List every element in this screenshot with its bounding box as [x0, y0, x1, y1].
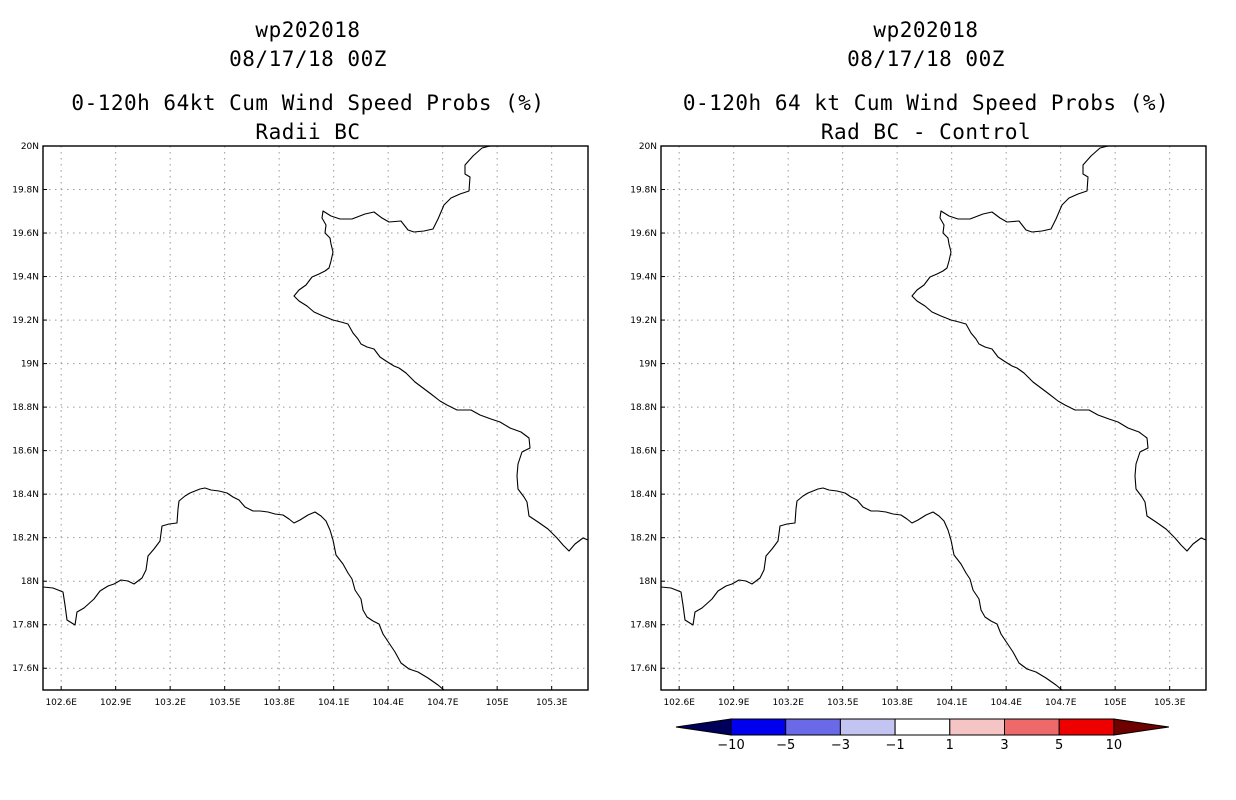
lat-tick-label: 19.8N [12, 186, 39, 196]
lon-tick-label: 102.6E [45, 698, 77, 708]
lat-tick-label: 18.6N [12, 447, 39, 457]
left-title: 0-120h 64kt Cum Wind Speed Probs (%) [71, 91, 545, 115]
lat-tick-label: 20N [639, 142, 657, 152]
lon-tick-label: 103.2E [772, 698, 804, 708]
colorbar-label: 5 [1055, 738, 1063, 753]
lat-tick-label: 19N [639, 360, 657, 370]
lat-tick-label: 18.6N [630, 447, 657, 457]
colorbar-label: −3 [831, 738, 850, 753]
coastline-south [43, 487, 445, 690]
lat-tick-label: 17.6N [12, 664, 39, 674]
lat-tick-label: 19.6N [12, 229, 39, 239]
lon-tick-label: 105.3E [1154, 698, 1186, 708]
colorbar-label: 3 [1000, 738, 1008, 753]
colorbar-segment [785, 718, 841, 736]
lon-tick-label: 105E [486, 698, 509, 708]
lat-tick-label: 19.8N [630, 186, 657, 196]
plot-frame [660, 145, 1207, 691]
coastline-north [293, 146, 588, 552]
lat-tick-label: 18.8N [630, 403, 657, 413]
lat-tick-label: 19.2N [12, 316, 39, 326]
left-storm-id: wp202018 [255, 18, 361, 42]
lon-tick-label: 103.5E [827, 698, 859, 708]
right-storm-id: wp202018 [873, 18, 979, 42]
lat-tick-label: 18.2N [12, 534, 39, 544]
colorbar-segment [949, 718, 1005, 736]
right-map-panel: 102.6E 102.9E 103.2E 103.5E 103.8E 104.1E 104.… [630, 142, 1207, 708]
colorbar-segment [730, 718, 787, 736]
lon-tick-label: 102.9E [100, 698, 132, 708]
right-subtitle: Rad BC - Control [820, 120, 1032, 144]
lon-tick-label: 103.5E [209, 698, 241, 708]
lon-tick-label: 104.1E [318, 698, 350, 708]
lat-tick-label: 19.2N [630, 316, 657, 326]
lon-tick-label: 102.9E [718, 698, 750, 708]
lon-tick-label: 104.7E [427, 698, 459, 708]
lon-tick-label: 104.4E [990, 698, 1022, 708]
lat-tick-label: 18.4N [12, 490, 39, 500]
lon-tick-label: 105E [1104, 698, 1127, 708]
colorbar: −10 −5 −3 −1 1 3 5 10 [675, 718, 1169, 753]
coastline-north [911, 146, 1206, 552]
lon-tick-label: 104.7E [1045, 698, 1077, 708]
right-datetime: 08/17/18 00Z [847, 47, 1005, 71]
lat-tick-label: 20N [21, 142, 39, 152]
lat-tick-label: 19.4N [12, 273, 39, 283]
right-title: 0-120h 64 kt Cum Wind Speed Probs (%) [682, 91, 1170, 115]
lat-tick-label: 18.4N [630, 490, 657, 500]
lon-tick-label: 105.3E [536, 698, 568, 708]
colorbar-segment [1058, 718, 1115, 736]
left-datetime: 08/17/18 00Z [229, 47, 387, 71]
lat-tick-label: 17.8N [12, 621, 39, 631]
lon-tick-label: 103.2E [154, 698, 186, 708]
colorbar-segment [894, 718, 951, 736]
colorbar-label: −1 [886, 738, 905, 753]
lat-tick-label: 18N [21, 577, 39, 587]
plot-frame [42, 145, 589, 691]
lon-tick-label: 104.1E [936, 698, 968, 708]
colorbar-arrow-right [1113, 718, 1169, 736]
grid-lines [43, 146, 588, 690]
lat-tick-label: 18.8N [12, 403, 39, 413]
colorbar-label: −5 [776, 738, 795, 753]
grid-lines [661, 146, 1206, 690]
left-subtitle: Radii BC [255, 120, 361, 144]
lon-tick-label: 102.6E [663, 698, 695, 708]
lon-tick-label: 104.4E [372, 698, 404, 708]
lat-tick-label: 17.6N [630, 664, 657, 674]
colorbar-label: −10 [717, 738, 744, 753]
colorbar-segment [839, 718, 896, 736]
coastline-south [661, 487, 1063, 690]
lon-tick-label: 103.8E [263, 698, 295, 708]
lat-tick-label: 18.2N [630, 534, 657, 544]
lat-tick-label: 19N [21, 360, 39, 370]
lon-tick-label: 103.8E [881, 698, 913, 708]
colorbar-segment [1004, 718, 1060, 736]
colorbar-label: 10 [1106, 738, 1123, 753]
colorbar-arrow-left [675, 718, 732, 736]
lat-tick-label: 17.8N [630, 621, 657, 631]
lat-tick-label: 18N [639, 577, 657, 587]
lat-tick-label: 19.6N [630, 229, 657, 239]
lat-tick-label: 19.4N [630, 273, 657, 283]
colorbar-label: 1 [946, 738, 954, 753]
left-map-panel: 102.6E 102.9E 103.2E 103.5E 103.8E 104.1E 104.… [12, 142, 589, 708]
